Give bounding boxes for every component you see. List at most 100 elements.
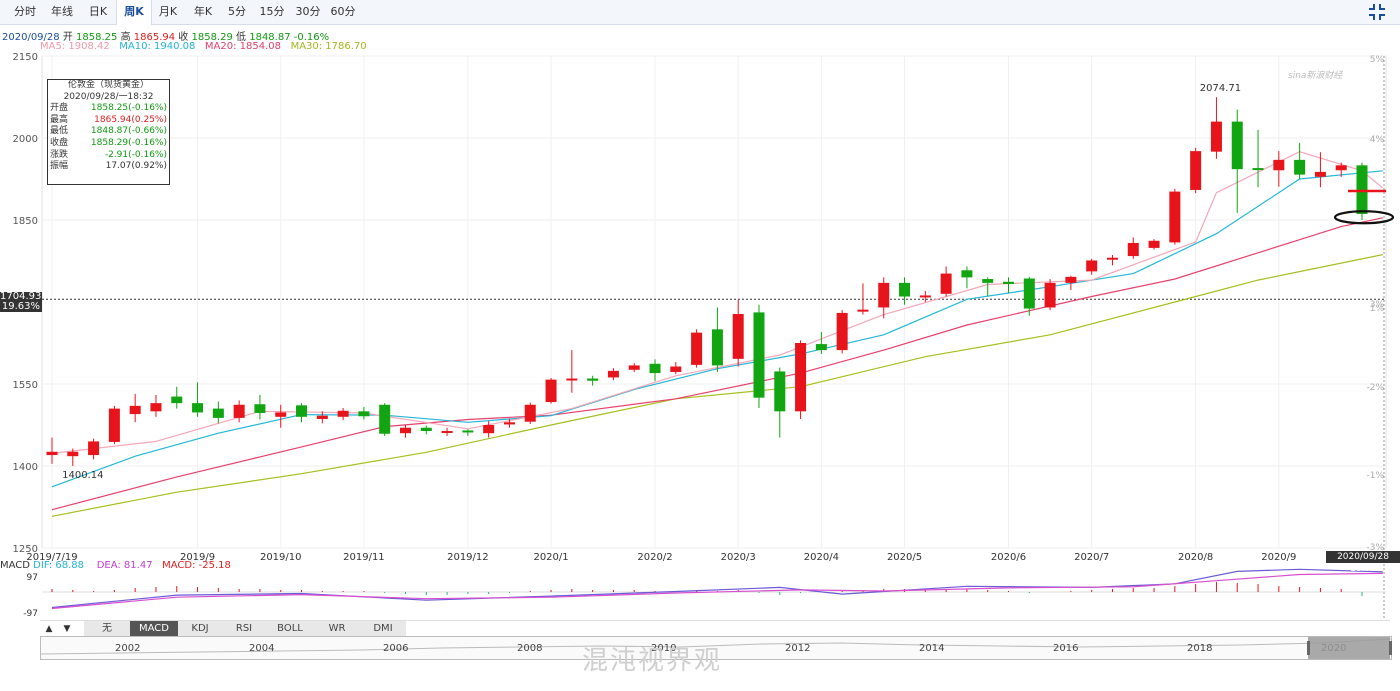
info-close: 1858.29 [191, 32, 233, 43]
tooltip-title: 伦敦金（现货黄金） [67, 80, 149, 90]
macd-tick-bottom: -97 [23, 609, 38, 619]
plot-frame [41, 55, 1387, 549]
tooltip-key: 收盘 [50, 137, 69, 148]
info-open-label: 开 [62, 32, 73, 43]
y-tick-label: 1550 [13, 380, 38, 391]
candle-body [212, 408, 224, 418]
period-tab-bar: 分时 年线 日K 周K 月K 年K 5分 15分 30分 60分 [0, 0, 1400, 25]
tab-5[interactable]: 月K [158, 5, 178, 18]
indicator-tab-1[interactable]: 无 [84, 621, 131, 637]
candle-body [420, 427, 432, 432]
candle-body [275, 412, 287, 417]
y-tick-label: 1850 [13, 216, 38, 227]
tab-8[interactable]: 15分 [259, 5, 285, 18]
scroll-up-button[interactable]: ▲ [45, 624, 53, 634]
timeline-year: 2002 [115, 643, 141, 654]
info-open: 1858.25 [76, 32, 118, 43]
candle-body [1294, 159, 1306, 175]
macd-dif: DIF: 68.88 [33, 560, 84, 571]
candle-body [233, 404, 245, 418]
candle-body [566, 378, 578, 381]
right-pct-label: 1% [1370, 304, 1385, 314]
timeline-handle-right[interactable] [1389, 641, 1392, 655]
ma30-value: MA30: 1786.70 [290, 41, 367, 52]
x-tick-label: 2020/8 [1178, 552, 1213, 563]
candle-body [899, 282, 911, 297]
right-pct-label: 3% [1370, 300, 1385, 310]
tooltip-value: -2.91(-0.16%) [104, 149, 167, 160]
candle-body [399, 427, 411, 434]
tab-7[interactable]: 5分 [228, 5, 246, 18]
macd-tick-top: 97 [27, 573, 38, 583]
info-low: 1848.87 [249, 32, 291, 43]
indicator-tab-7[interactable]: DMI [360, 621, 407, 637]
candle-body [88, 441, 100, 456]
tooltip-key: 最高 [50, 114, 69, 125]
ma5-value: MA5: 1908.42 [40, 41, 110, 52]
right-pct-label: 4% [1370, 135, 1385, 145]
tooltip-row: 振幅 17.07(0.92%) [48, 161, 169, 173]
ma10-value: MA10: 1940.08 [119, 41, 196, 52]
tooltip-value: 17.07(0.92%) [105, 161, 167, 172]
candle-body [545, 379, 557, 403]
right-pct-label: 5% [1370, 55, 1385, 65]
timeline-year: 2008 [517, 643, 543, 654]
timeline-navigator[interactable]: 2002200420062008201020122014201620182020 [40, 636, 1392, 660]
ma30-line [51, 254, 1383, 517]
candle-body [1148, 240, 1160, 248]
tab-6[interactable]: 年K [193, 5, 213, 18]
indicator-bar: ▲ ▼ 无 MACD KDJ RSI BOLL WR DMI [40, 620, 1390, 637]
indicator-tab-3[interactable]: KDJ [178, 621, 223, 637]
tab-3[interactable]: 日K [88, 5, 108, 18]
max-annotation: 2074.71 [1200, 83, 1241, 94]
tooltip-key: 开盘 [50, 103, 69, 114]
candle-body [732, 314, 744, 359]
tab-2[interactable]: 年线 [51, 5, 73, 18]
candle-body [774, 371, 786, 412]
tab-1[interactable]: 分时 [14, 5, 36, 18]
x-tick-label: 2019/7/19 [26, 552, 77, 563]
candle-body [1127, 242, 1139, 257]
ma-info-line: MA5: 1908.42 MA10: 1940.08 MA20: 1854.08… [40, 41, 367, 52]
tooltip-value: 1858.29(-0.16%) [90, 137, 167, 148]
candle-body [628, 365, 640, 370]
candle-body [711, 329, 723, 366]
candle-body [108, 408, 120, 442]
indicator-tab-6[interactable]: WR [314, 621, 361, 637]
tooltip-key: 涨跌 [50, 149, 69, 160]
scroll-down-button[interactable]: ▼ [63, 624, 71, 634]
timeline-year: 2006 [383, 643, 409, 654]
candle-body [607, 370, 619, 378]
crosshair-time-label: 2020/09/28 18:32 [1326, 551, 1400, 574]
x-tick-label: 2020/4 [804, 552, 839, 563]
tab-9[interactable]: 30分 [295, 5, 321, 18]
candle-body [150, 403, 162, 412]
indicator-tab-4[interactable]: RSI [222, 621, 267, 637]
timeline-handle-left[interactable] [1307, 641, 1310, 655]
x-tick-label: 2020/7 [1074, 552, 1109, 563]
tab-4[interactable]: 周K [116, 0, 152, 25]
tab-10[interactable]: 60分 [330, 5, 356, 18]
indicator-tab-5[interactable]: BOLL [266, 621, 315, 637]
timeline-selection[interactable] [1308, 637, 1390, 659]
candle-body [379, 404, 391, 434]
candle-body [503, 422, 515, 425]
y-tick-label: 2000 [13, 134, 38, 145]
tooltip-row: 最低 1848.87(-0.66%) [48, 126, 169, 138]
macd-legend: MACD DIF: 68.88 DEA: 81.47 MACD: -25.18 [0, 560, 231, 571]
y-tick-label: 1250 [13, 544, 38, 555]
watermark-text: 混沌视界观 [582, 646, 723, 676]
candle-body [129, 405, 141, 415]
candle-body [649, 363, 661, 374]
candle-body [254, 404, 266, 413]
x-tick-label: 2020/3 [721, 552, 756, 563]
marker-ellipse [1333, 210, 1395, 225]
indicator-tab-2[interactable]: MACD [130, 621, 179, 637]
candle-body [1231, 121, 1243, 170]
fullscreen-icon[interactable] [1368, 3, 1386, 21]
x-tick-label: 2020/1 [533, 552, 568, 563]
x-tick-label: 2020/2 [637, 552, 672, 563]
ohlc-info-line: 2020/09/28 开 1858.25 高 1865.94 收 1858.29… [2, 28, 329, 43]
x-tick-label: 2020/9 [1261, 552, 1296, 563]
